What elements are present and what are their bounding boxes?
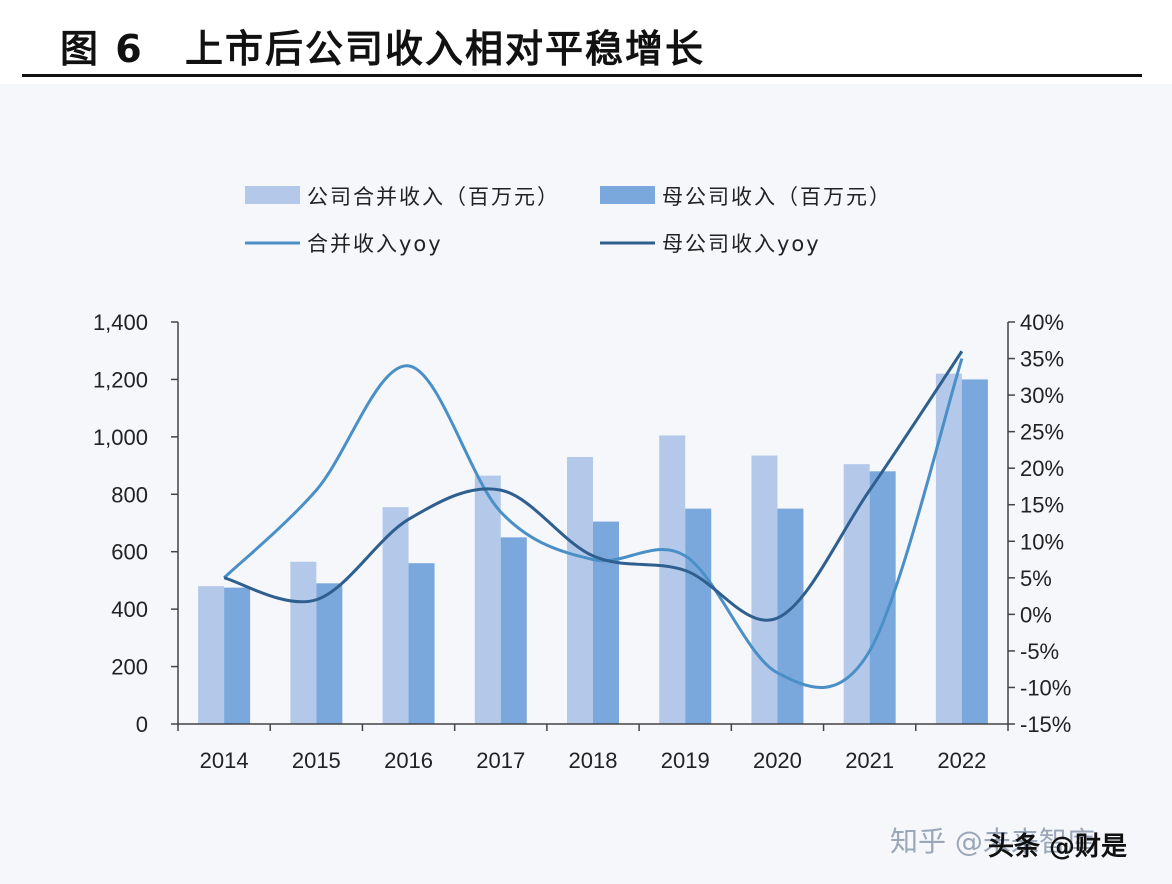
bar-parent-2018 [593,521,619,724]
legend-swatch-1 [600,186,655,204]
figure-label: 图 6 [60,27,144,71]
bar-parent-2015 [316,583,343,724]
line-parent-yoy [223,350,964,622]
watermark-zhihu: 知乎 @未来智库 [890,825,1095,858]
right-tick-label: 15% [1020,493,1064,518]
bar-parent-2022 [961,379,988,724]
x-tick-label: 2019 [661,748,710,773]
x-tick-label: 2020 [753,748,802,773]
right-tick-label: 40% [1020,310,1064,335]
figure-title: 上市后公司收入相对平稳增长 [185,27,706,71]
figure-header: 图 6 上市后公司收入相对平稳增长 [0,0,1172,80]
x-tick-label: 2015 [292,748,341,773]
left-tick-label: 1,000 [93,425,148,450]
right-tick-label: 5% [1020,566,1052,591]
bar-series [198,373,988,724]
left-tick-label: 800 [111,482,148,507]
left-tick-label: 400 [111,597,148,622]
right-tick-label: 30% [1020,383,1064,408]
bar-consolidated-2015 [290,561,317,724]
bar-consolidated-2021 [843,464,870,724]
bar-consolidated-2019 [659,435,686,724]
left-tick-label: 600 [111,540,148,565]
left-tick-label: 0 [136,712,148,737]
left-tick-label: 1,200 [93,367,148,392]
right-tick-label: 35% [1020,347,1064,372]
x-tick-label: 2017 [476,748,525,773]
bar-parent-2019 [685,508,712,724]
chart-legend: 公司合并收入（百万元） 母公司收入（百万元） 合并收入yoy 母公司收入yoy [245,185,892,256]
right-tick-label: -15% [1020,712,1071,737]
x-tick-label: 2016 [384,748,433,773]
legend-label-0: 公司合并收入（百万元） [307,185,560,209]
x-tick-label: 2022 [937,748,986,773]
left-tick-label: 200 [111,655,148,680]
legend-label-1: 母公司收入（百万元） [662,185,892,209]
watermark-toutiao: 头条 @财是 [988,832,1128,862]
bar-consolidated-2017 [474,475,501,724]
legend-label-3: 母公司收入yoy [662,232,821,256]
right-tick-label: -10% [1020,675,1071,700]
x-tick-label: 2021 [845,748,894,773]
legend-swatch-0 [245,186,300,204]
x-tick-label: 2014 [200,748,249,773]
bar-parent-2017 [500,537,527,724]
left-tick-label: 1,400 [93,310,148,335]
x-axis: 2014 2015 2016 2017 2018 2019 2020 2021 2022 [177,723,1009,773]
line-series [223,350,964,689]
x-tick-label: 2018 [569,748,618,773]
right-tick-label: 20% [1020,456,1064,481]
title-divider [22,74,1142,77]
bar-parent-2016 [408,563,435,724]
right-tick-label: 10% [1020,529,1064,554]
bar-consolidated-2018 [567,456,593,724]
right-axis: -15% -10% -5% 0% 5% 10% 15% 20% 25% 30% 35% 40% [1007,310,1071,737]
right-tick-label: 25% [1020,420,1064,445]
line-consolidated-yoy [223,358,964,689]
bar-parent-2014 [224,587,251,724]
left-axis: 0 200 400 600 800 1,000 1,200 1,400 [93,310,179,737]
bar-consolidated-2022 [935,373,962,724]
legend-label-2: 合并收入yoy [307,232,443,256]
right-tick-label: 0% [1020,602,1052,627]
right-tick-label: -5% [1020,639,1059,664]
bar-consolidated-2016 [382,507,409,724]
bar-consolidated-2020 [751,455,778,724]
bar-consolidated-2014 [198,586,225,724]
